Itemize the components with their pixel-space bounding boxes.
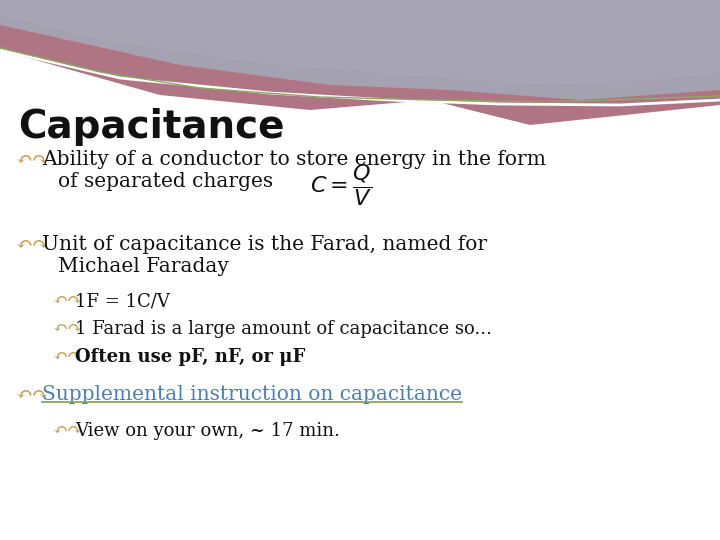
- Text: of separated charges: of separated charges: [58, 172, 273, 191]
- Text: Unit of capacitance is the Farad, named for: Unit of capacitance is the Farad, named …: [42, 235, 487, 254]
- Text: 1F = 1C/V: 1F = 1C/V: [75, 292, 170, 310]
- Text: ↶↷: ↶↷: [15, 150, 49, 169]
- Text: ↶↷: ↶↷: [52, 320, 82, 338]
- Text: Michael Faraday: Michael Faraday: [58, 257, 229, 276]
- Text: ↶↷: ↶↷: [52, 348, 82, 366]
- Text: Often use pF, nF, or μF: Often use pF, nF, or μF: [75, 348, 305, 366]
- Text: ↶↷: ↶↷: [15, 235, 49, 254]
- Polygon shape: [0, 0, 720, 85]
- Text: 1 Farad is a large amount of capacitance so...: 1 Farad is a large amount of capacitance…: [75, 320, 492, 338]
- Text: $\mathit{C} = \dfrac{\mathit{Q}}{\mathit{V}}$: $\mathit{C} = \dfrac{\mathit{Q}}{\mathit…: [310, 162, 372, 208]
- Polygon shape: [0, 0, 720, 92]
- Text: ↶↷: ↶↷: [52, 422, 82, 440]
- Text: View on your own, ~ 17 min.: View on your own, ~ 17 min.: [75, 422, 340, 440]
- Text: ↶↷: ↶↷: [52, 292, 82, 310]
- Polygon shape: [0, 0, 720, 100]
- Text: Capacitance: Capacitance: [18, 108, 284, 146]
- Polygon shape: [0, 0, 720, 125]
- Text: ↶↷: ↶↷: [15, 385, 49, 404]
- Text: Ability of a conductor to store energy in the form: Ability of a conductor to store energy i…: [42, 150, 546, 169]
- Text: Supplemental instruction on capacitance: Supplemental instruction on capacitance: [42, 385, 462, 404]
